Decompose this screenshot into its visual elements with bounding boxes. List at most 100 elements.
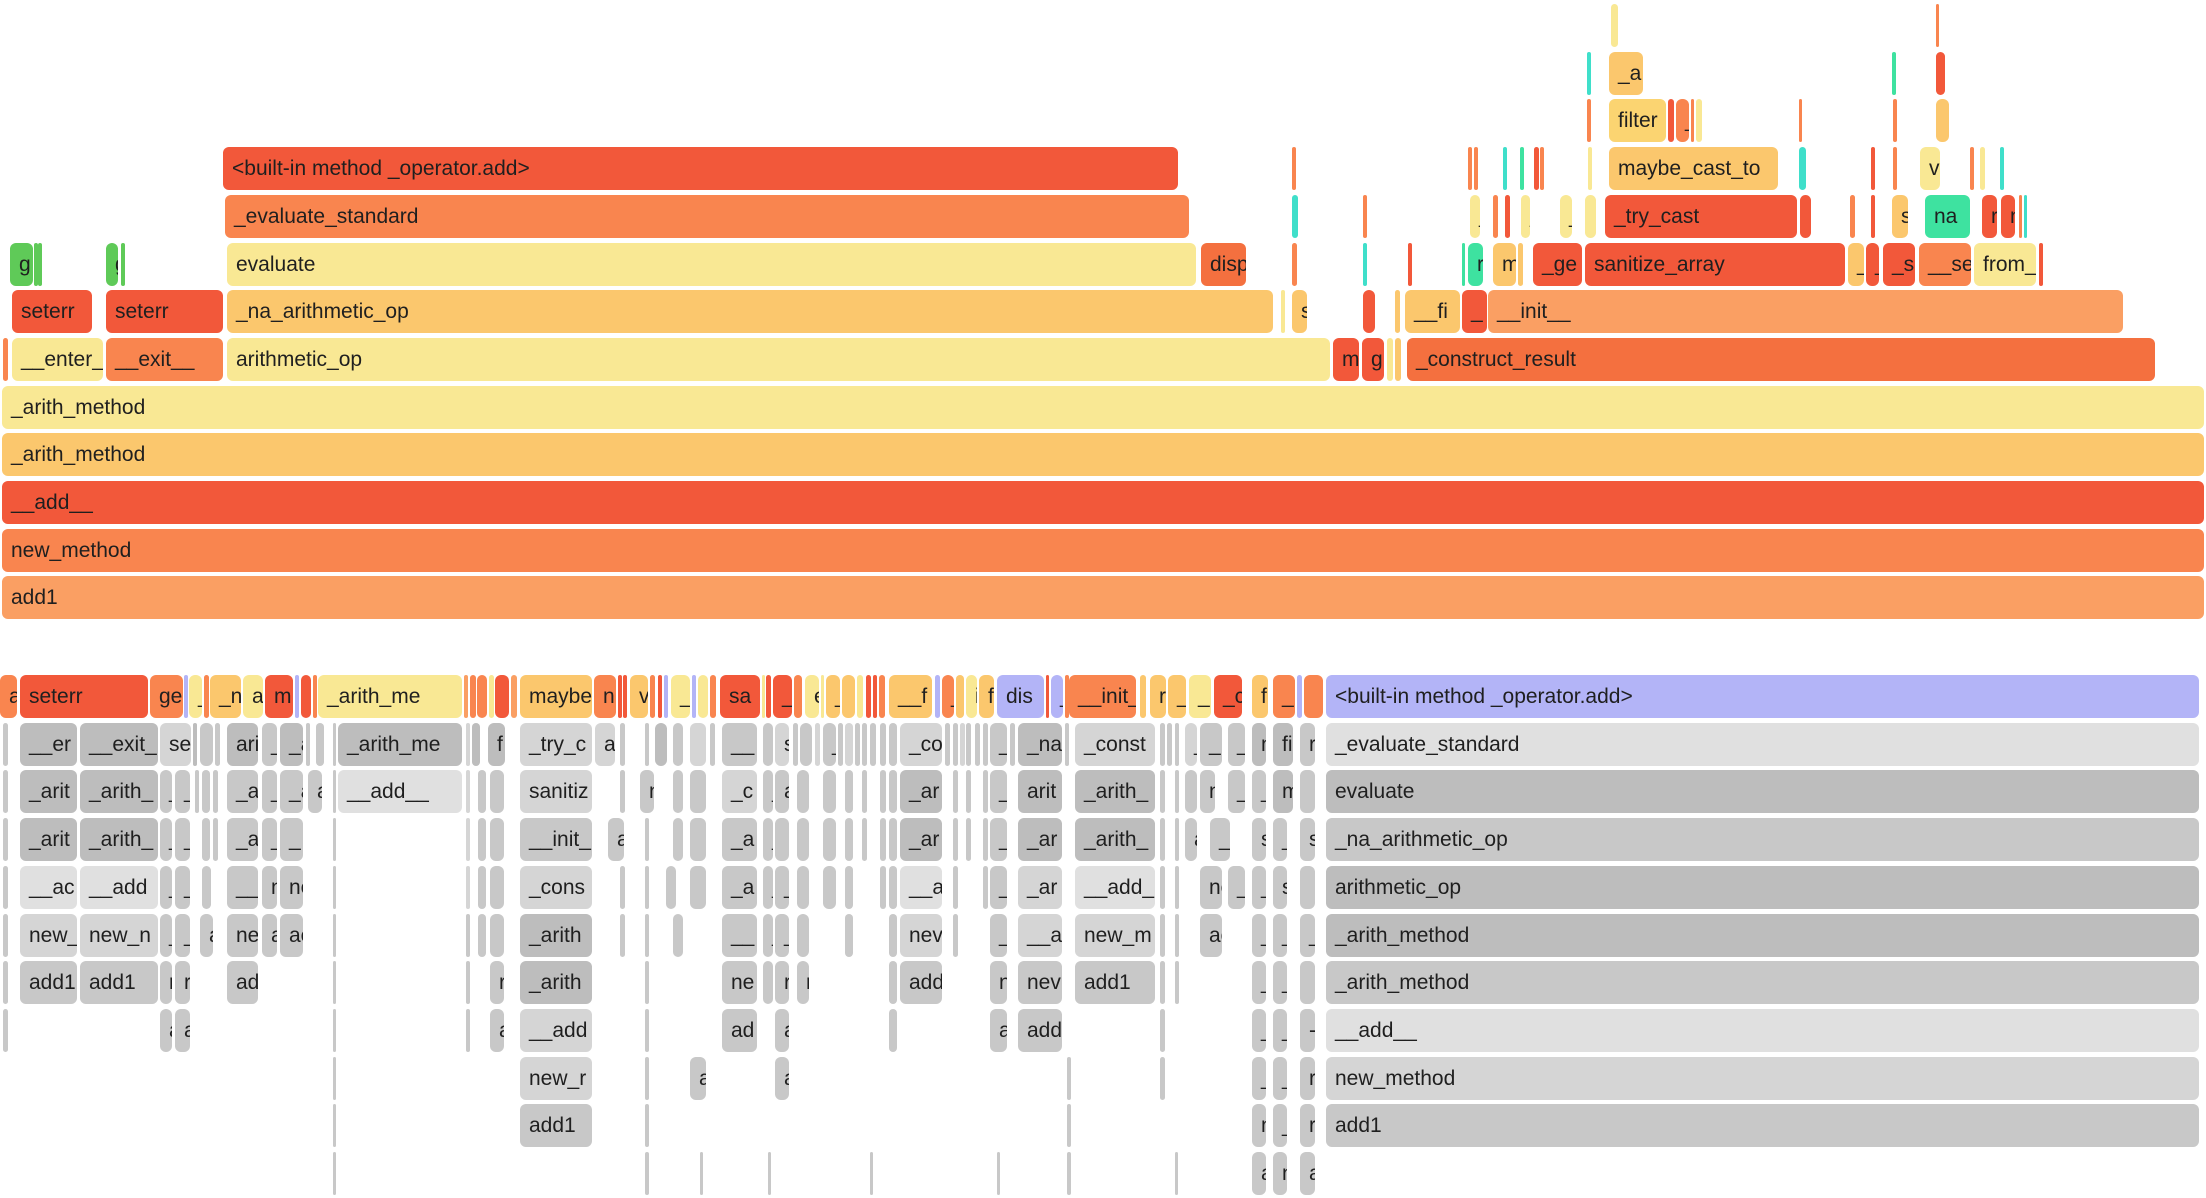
flame-frame-sliver[interactable] <box>1300 770 1315 814</box>
flame-frame-maybe[interactable]: maybe <box>520 675 592 718</box>
flame-frame-r[interactable]: r <box>160 961 172 1005</box>
flame-frame-ne[interactable]: ne <box>722 961 757 1005</box>
flame-frame-n[interactable]: n <box>990 961 1007 1005</box>
flame-frame-sliver[interactable] <box>889 961 897 1005</box>
flame-frame-a[interactable]: a <box>160 1008 172 1052</box>
flame-frame-fi[interactable]: fi <box>1252 675 1268 718</box>
flame-frame-se[interactable]: se <box>160 722 191 766</box>
flame-frame-sliver[interactable] <box>1408 242 1412 286</box>
flame-frame-_[interactable]: _ <box>990 818 1007 862</box>
flame-frame-_arith[interactable]: _arith <box>520 961 592 1005</box>
flame-frame-sliver[interactable] <box>623 675 627 718</box>
flame-frame-__se[interactable]: __se <box>1919 242 1971 286</box>
flame-frame-ne[interactable]: ne <box>227 913 258 957</box>
flame-frame-_[interactable]: _ <box>1228 865 1245 909</box>
flame-frame-sliver[interactable] <box>815 722 820 766</box>
flame-frame-sliver[interactable] <box>857 675 863 718</box>
flame-frame-sliver[interactable] <box>1540 147 1544 191</box>
flame-frame-e[interactable]: e <box>805 675 819 718</box>
flame-frame-_a[interactable]: _a <box>1609 51 1643 95</box>
flame-frame-a[interactable]: a <box>595 722 615 766</box>
flame-frame-r[interactable]: r <box>490 961 504 1005</box>
flame-frame-_[interactable]: _ <box>175 818 190 862</box>
flame-frame-sliver[interactable] <box>1691 99 1694 143</box>
flame-frame-n[interactable]: n <box>1273 1152 1287 1195</box>
flame-frame-__add_[interactable]: __add_ <box>1075 865 1155 909</box>
flame-frame-_arith_me[interactable]: _arith_me <box>318 675 462 718</box>
flame-frame-r[interactable]: r <box>1300 1056 1315 1100</box>
flame-frame-sliver[interactable] <box>870 722 876 766</box>
flame-frame-_a[interactable]: _a <box>227 770 258 814</box>
flame-frame-_ge[interactable]: _ge <box>1533 242 1582 286</box>
flame-frame-r[interactable]: r <box>797 961 809 1005</box>
flame-frame-sliver[interactable] <box>1474 147 1478 191</box>
flame-frame-sliver[interactable] <box>866 675 871 718</box>
flame-frame-sliver[interactable] <box>845 722 853 766</box>
flame-frame-new_method[interactable]: new_method <box>1326 1056 2199 1100</box>
flame-frame-a[interactable]: a <box>0 675 17 718</box>
flame-frame-_[interactable]: _ <box>160 865 172 909</box>
flame-frame-_[interactable]: _ <box>763 818 773 862</box>
flame-frame-sliver[interactable] <box>1292 147 1296 191</box>
flame-frame-sliver[interactable] <box>862 722 867 766</box>
flame-frame-r[interactable]: r <box>1468 242 1483 286</box>
flame-frame-sliver[interactable] <box>966 770 971 814</box>
flame-frame-_[interactable]: _ <box>775 913 789 957</box>
flame-frame-_[interactable]: _ <box>1252 770 1266 814</box>
flame-frame-_[interactable]: _ <box>1676 99 1689 143</box>
flame-frame-__er[interactable]: __er <box>20 722 77 766</box>
flame-frame-_[interactable]: _ <box>175 770 190 814</box>
flame-frame-arithmetic_op[interactable]: arithmetic_op <box>1326 865 2199 909</box>
flame-frame-sliver[interactable] <box>880 722 886 766</box>
flame-frame-_c[interactable]: _c <box>1214 675 1242 718</box>
flame-frame-sliver[interactable] <box>204 675 209 718</box>
flame-frame-_[interactable]: _ <box>823 722 836 766</box>
flame-frame-sliver[interactable] <box>490 818 504 862</box>
flame-frame-sliver[interactable] <box>690 770 706 814</box>
flame-frame-sliver[interactable] <box>945 722 950 766</box>
flame-frame-a[interactable]: a <box>1252 1152 1266 1195</box>
flame-frame-sliver[interactable] <box>870 1152 873 1195</box>
flame-frame-g[interactable]: g <box>106 242 118 286</box>
flame-frame-_[interactable]: _ <box>1252 1008 1266 1052</box>
flame-frame-sliver[interactable] <box>121 242 125 286</box>
flame-frame-sliver[interactable] <box>797 770 809 814</box>
flame-frame-sliver[interactable] <box>966 722 971 766</box>
flame-frame-_[interactable]: _ <box>262 818 277 862</box>
flame-frame-__a[interactable]: __a <box>1018 913 1062 957</box>
flame-frame-sliver[interactable] <box>193 722 197 766</box>
flame-frame-sliver[interactable] <box>306 722 310 766</box>
flame-frame-sliver[interactable] <box>880 865 886 909</box>
flame-frame-nev[interactable]: nev <box>900 913 942 957</box>
flame-frame-sliver[interactable] <box>620 770 625 814</box>
flame-frame-_[interactable]: _ <box>990 913 1007 957</box>
flame-frame-sliver[interactable] <box>889 1008 897 1052</box>
flame-frame-_[interactable]: _ <box>189 675 202 718</box>
flame-frame-sliver[interactable] <box>333 722 336 766</box>
flame-frame-sliver[interactable] <box>650 675 655 718</box>
flame-frame-_[interactable]: _ <box>175 913 190 957</box>
flame-frame-s[interactable]: s <box>1252 818 1266 862</box>
flame-frame-sliver[interactable] <box>1936 51 1945 95</box>
flame-frame-_n[interactable]: _n <box>210 675 241 718</box>
flame-frame-sliver[interactable] <box>1175 770 1179 814</box>
flame-frame-sliver[interactable] <box>1518 242 1523 286</box>
flame-frame-sliver[interactable] <box>673 722 683 766</box>
flame-frame-sliver[interactable] <box>966 818 971 862</box>
flame-frame-_arith[interactable]: _arith <box>520 913 592 957</box>
flame-frame-n[interactable]: n <box>1200 770 1215 814</box>
flame-frame-_[interactable]: _ <box>990 722 1007 766</box>
flame-frame-sliver[interactable] <box>797 865 809 909</box>
flame-frame-sliver[interactable] <box>1800 194 1811 238</box>
flame-frame-sliver[interactable] <box>645 961 649 1005</box>
flame-frame-sliver[interactable] <box>700 1152 703 1195</box>
flame-frame-__enter__[interactable]: __enter__ <box>12 337 103 381</box>
flame-frame-_arith_method[interactable]: _arith_method <box>2 433 2204 477</box>
flame-frame-sliver[interactable] <box>673 818 683 862</box>
flame-frame--built-in-method-_operator-add-[interactable]: <built-in method _operator.add> <box>1326 675 2199 718</box>
flame-frame-_[interactable]: _ <box>160 770 172 814</box>
flame-frame-sliver[interactable] <box>823 818 836 862</box>
flame-frame-n[interactable]: n <box>2001 194 2015 238</box>
flame-frame-new_method[interactable]: new_method <box>2 528 2204 572</box>
flame-frame-_arith_method[interactable]: _arith_method <box>2 385 2204 429</box>
